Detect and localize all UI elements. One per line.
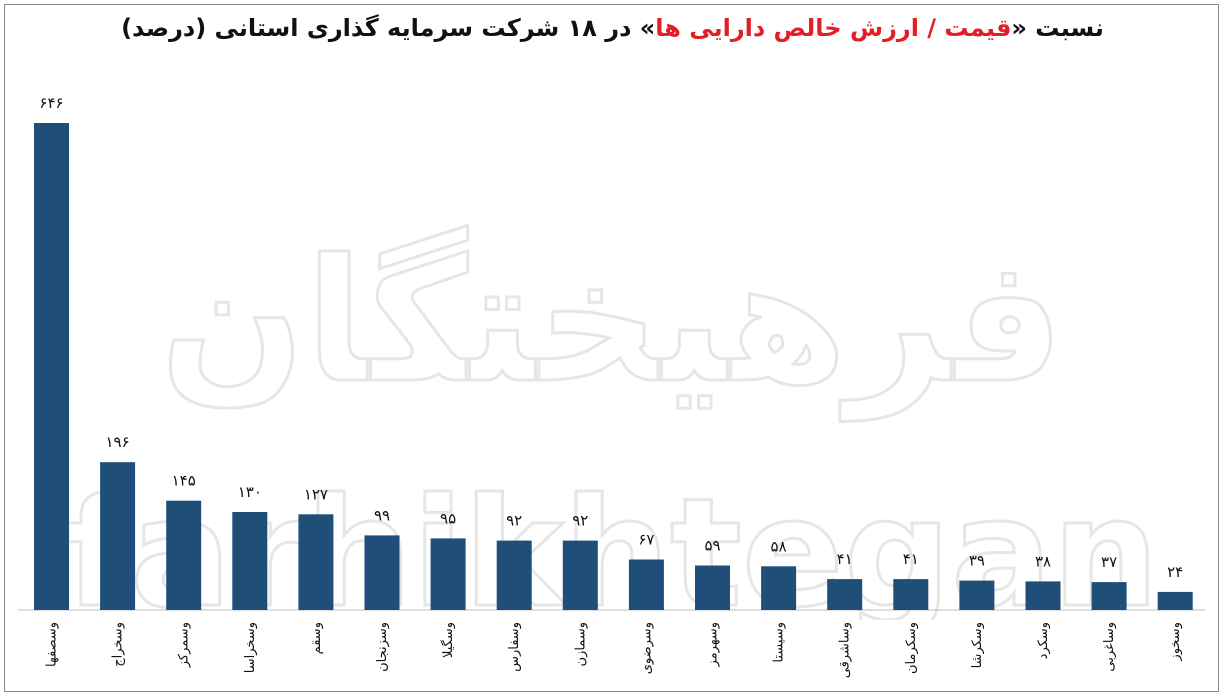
value-label-15: ۳۹ [969, 552, 985, 570]
bar-9 [562, 540, 598, 610]
bar-14 [893, 579, 929, 610]
bar-13 [827, 579, 863, 610]
value-label-3: ۱۴۵ [172, 472, 196, 490]
bar-18 [1157, 591, 1193, 610]
value-label-13: ۴۱ [837, 550, 853, 568]
bar-2 [100, 462, 136, 610]
bar-3 [166, 500, 202, 610]
category-label-16: وسکرد [1036, 622, 1051, 659]
value-label-11: ۵۹ [704, 537, 720, 555]
value-label-7: ۹۵ [440, 509, 456, 527]
category-label-14: وسکرمان [904, 622, 919, 674]
chart-title: نسبت «قیمت / ارزش خالص دارایی ها» در ۱۸ … [0, 14, 1225, 42]
category-label-17: وساغربی [1102, 622, 1117, 672]
value-label-9: ۹۲ [572, 512, 588, 530]
category-label-13: وساشرقی [838, 622, 853, 678]
category-label-15: وسکرشا [970, 622, 985, 668]
value-label-16: ۳۸ [1035, 552, 1051, 570]
bar-10 [628, 559, 664, 610]
category-label-1: وسصفها [45, 622, 60, 667]
bar-12 [761, 566, 797, 610]
value-label-8: ۹۲ [506, 512, 522, 530]
bar-17 [1091, 582, 1127, 610]
category-label-11: وسهرمز [706, 622, 721, 667]
value-label-17: ۳۷ [1101, 553, 1117, 571]
category-label-5: وسقم [309, 622, 324, 654]
category-label-3: وسمرکز [177, 622, 192, 668]
value-label-1: ۶۴۶ [39, 94, 63, 112]
bar-8 [496, 540, 532, 610]
value-label-18: ۲۴ [1167, 563, 1183, 581]
bar-5 [298, 514, 334, 610]
category-label-9: وسمازن [573, 622, 588, 666]
value-label-10: ۶۷ [638, 531, 654, 549]
bar-15 [959, 580, 995, 610]
category-label-8: وسفارس [507, 622, 522, 672]
value-label-2: ۱۹۶ [106, 433, 130, 451]
title-suffix: » در ۱۸ شرکت سرمایه گذاری استانی (درصد) [121, 14, 656, 42]
bar-16 [1025, 581, 1061, 610]
value-label-6: ۹۹ [374, 506, 390, 524]
value-label-14: ۴۱ [903, 550, 919, 568]
category-label-6: وسزنجان [375, 622, 390, 672]
title-highlight: قیمت / ارزش خالص دارایی ها [655, 14, 1012, 42]
title-prefix: نسبت « [1011, 14, 1104, 42]
value-label-5: ۱۲۷ [304, 485, 328, 503]
bar-7 [430, 538, 466, 610]
category-label-12: وسیستا [772, 622, 787, 663]
bar-6 [364, 535, 400, 610]
value-label-4: ۱۳۰ [238, 483, 262, 501]
bars-group [34, 123, 1193, 610]
bar-4 [232, 512, 268, 610]
category-label-10: وسرضوی [639, 622, 654, 674]
category-label-4: وسخراسا [243, 622, 258, 673]
bar-11 [695, 565, 730, 610]
category-label-7: وسگیلا [440, 622, 456, 658]
value-labels-group: ۶۴۶ ۱۹۶ ۱۴۵ ۱۳۰ ۱۲۷ ۹۹ ۹۵ ۹۲ ۹۲ ۶۷ ۵۹ ۵۸ ۴۱ ۴۱ ۳۹ ۳۸ ۳۷ ۲… [39, 94, 1183, 581]
category-label-2: وسخراج [111, 622, 126, 667]
bar-1 [34, 123, 69, 610]
category-labels-group: وسصفها وسخراج وسمرکز وسخراسا وسقم وسزنجان وسگی… [45, 622, 1184, 678]
value-label-12: ۵۸ [771, 537, 787, 555]
category-label-18: وسخوز [1168, 622, 1183, 662]
chart-frame [4, 4, 1219, 692]
